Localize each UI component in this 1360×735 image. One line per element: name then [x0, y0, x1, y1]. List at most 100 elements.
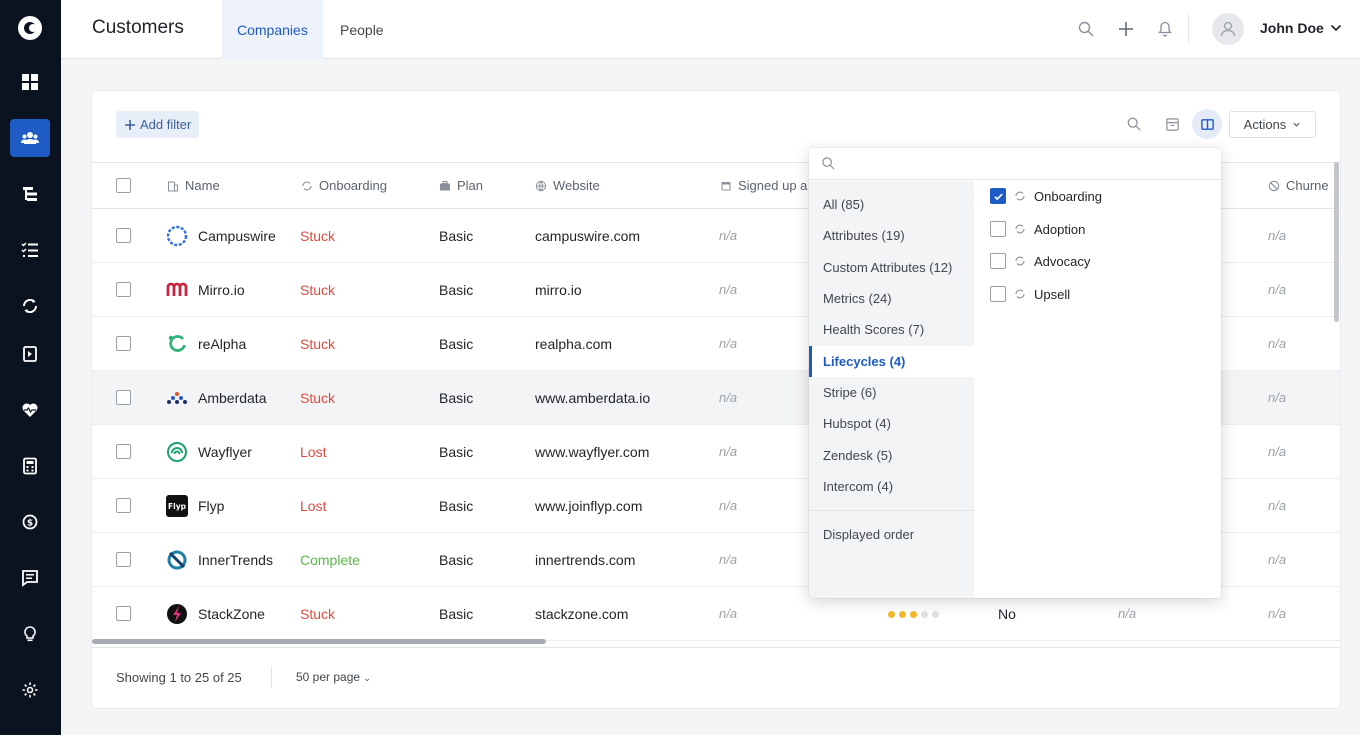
lifecycle-icon — [1015, 289, 1025, 299]
column-header-name[interactable]: Name — [167, 178, 220, 193]
chevron-down-icon[interactable] — [1329, 21, 1343, 35]
company-name[interactable]: Campuswire — [198, 228, 276, 244]
option-upsell[interactable]: Upsell — [990, 284, 1070, 304]
category-intercom[interactable]: Intercom (4) — [823, 479, 894, 494]
horizontal-scroll-thumb[interactable] — [92, 639, 546, 644]
company-name[interactable]: Flyp — [198, 498, 225, 514]
nav-messages[interactable] — [10, 559, 50, 597]
table-row[interactable]: reAlpha Stuck Basic realpha.com n/a n/a — [92, 317, 1340, 371]
website[interactable]: campuswire.com — [535, 228, 641, 244]
churned-at: n/a — [1268, 228, 1287, 243]
global-search-button[interactable] — [1076, 19, 1096, 39]
signed-up-at: n/a — [719, 282, 738, 297]
nav-dashboard[interactable] — [10, 63, 50, 101]
row-checkbox[interactable] — [116, 336, 131, 351]
website[interactable]: www.joinflyp.com — [535, 498, 643, 514]
option-checkbox[interactable] — [990, 188, 1006, 204]
select-all-checkbox[interactable] — [116, 178, 131, 193]
nav-ideas[interactable] — [10, 615, 50, 653]
nav-churn[interactable]: $ — [10, 503, 50, 541]
plus-icon — [125, 119, 135, 130]
signed-up-at: n/a — [719, 336, 738, 351]
row-checkbox[interactable] — [116, 552, 131, 567]
table-row[interactable]: StackZone Stuck Basic stackzone.com n/a … — [92, 587, 1340, 641]
row-checkbox[interactable] — [116, 606, 131, 621]
row-checkbox[interactable] — [116, 228, 131, 243]
user-name[interactable]: John Doe — [1260, 20, 1324, 36]
website[interactable]: innertrends.com — [535, 552, 636, 568]
table-row[interactable]: Mirro.io Stuck Basic mirro.io n/a n/a — [92, 263, 1340, 317]
nav-settings[interactable] — [10, 671, 50, 709]
website[interactable]: mirro.io — [535, 282, 582, 298]
category-hubspot[interactable]: Hubspot (4) — [823, 416, 891, 431]
option-adoption[interactable]: Adoption — [990, 219, 1085, 239]
website[interactable]: www.amberdata.io — [535, 390, 651, 406]
nav-playbooks[interactable] — [10, 335, 50, 373]
rating-dot — [899, 611, 906, 618]
company-name[interactable]: InnerTrends — [198, 552, 273, 568]
nav-tasks[interactable] — [10, 231, 50, 269]
tab-companies[interactable]: Companies — [222, 0, 323, 59]
row-checkbox[interactable] — [116, 498, 131, 513]
columns-icon — [1200, 118, 1214, 130]
app-logo[interactable] — [16, 14, 44, 42]
nav-customers[interactable] — [10, 119, 50, 157]
rating-dot — [932, 611, 939, 618]
category-zendesk[interactable]: Zendesk (5) — [823, 448, 893, 463]
column-header-plan[interactable]: Plan — [439, 178, 483, 193]
nav-health[interactable] — [10, 391, 50, 429]
lifecycle-icon — [1015, 256, 1025, 266]
company-name[interactable]: reAlpha — [198, 336, 247, 352]
column-header-onboarding[interactable]: Onboarding — [301, 178, 387, 193]
vertical-scroll-thumb[interactable] — [1334, 162, 1339, 322]
category-health-scores[interactable]: Health Scores (7) — [823, 322, 925, 337]
company-name[interactable]: Mirro.io — [198, 282, 245, 298]
company-name[interactable]: Wayflyer — [198, 444, 252, 460]
row-checkbox[interactable] — [116, 282, 131, 297]
category-stripe[interactable]: Stripe (6) — [823, 385, 877, 400]
chevron-down-icon — [1293, 122, 1300, 127]
category-lifecycles[interactable]: Lifecycles (4) — [809, 346, 974, 377]
category-metrics[interactable]: Metrics (24) — [823, 291, 892, 306]
vertical-scrollbar[interactable] — [1333, 162, 1340, 637]
notifications-button[interactable] — [1155, 19, 1175, 39]
website[interactable]: stackzone.com — [535, 606, 629, 622]
tab-people[interactable]: People — [340, 21, 384, 38]
column-search-input[interactable] — [843, 152, 1203, 176]
add-filter-button[interactable]: Add filter — [116, 111, 200, 138]
actions-button[interactable]: Actions — [1229, 111, 1316, 138]
horizontal-scrollbar[interactable] — [92, 637, 1340, 647]
option-checkbox[interactable] — [990, 253, 1006, 269]
nav-calculator[interactable] — [10, 447, 50, 485]
website[interactable]: www.wayflyer.com — [535, 444, 650, 460]
bell-icon — [1158, 21, 1172, 37]
row-checkbox[interactable] — [116, 390, 131, 405]
table-search-button[interactable] — [1124, 114, 1144, 134]
table-row[interactable]: Campuswire Stuck Basic campuswire.com n/… — [92, 209, 1340, 263]
table-row[interactable]: Wayflyer Lost Basic www.wayflyer.com n/a… — [92, 425, 1340, 479]
option-advocacy[interactable]: Advocacy — [990, 251, 1090, 271]
avatar[interactable] — [1212, 13, 1244, 45]
option-onboarding[interactable]: Onboarding — [990, 186, 1102, 206]
website[interactable]: realpha.com — [535, 336, 613, 352]
displayed-order[interactable]: Displayed order — [823, 527, 915, 542]
archive-button[interactable] — [1162, 114, 1182, 134]
table-row[interactable]: Flyp Flyp Lost Basic www.joinflyp.com n/… — [92, 479, 1340, 533]
option-checkbox[interactable] — [990, 286, 1006, 302]
row-checkbox[interactable] — [116, 444, 131, 459]
company-name[interactable]: Amberdata — [198, 390, 267, 406]
column-header-website[interactable]: Website — [535, 178, 600, 193]
nav-hierarchy[interactable] — [10, 175, 50, 213]
create-button[interactable] — [1116, 19, 1136, 39]
company-name[interactable]: StackZone — [198, 606, 265, 622]
option-checkbox[interactable] — [990, 221, 1006, 237]
category-all[interactable]: All (85) — [823, 197, 865, 212]
columns-button[interactable] — [1192, 109, 1222, 139]
category-custom-attributes[interactable]: Custom Attributes (12) — [823, 260, 953, 275]
column-header-signed-up[interactable]: Signed up a — [720, 178, 807, 193]
column-header-churned[interactable]: Churne — [1268, 178, 1329, 193]
category-attributes[interactable]: Attributes (19) — [823, 228, 905, 243]
per-page-select[interactable]: 50 per page ⌄ — [296, 670, 371, 684]
table-row[interactable]: InnerTrends Complete Basic innertrends.c… — [92, 533, 1340, 587]
nav-lifecycles[interactable] — [10, 287, 50, 325]
